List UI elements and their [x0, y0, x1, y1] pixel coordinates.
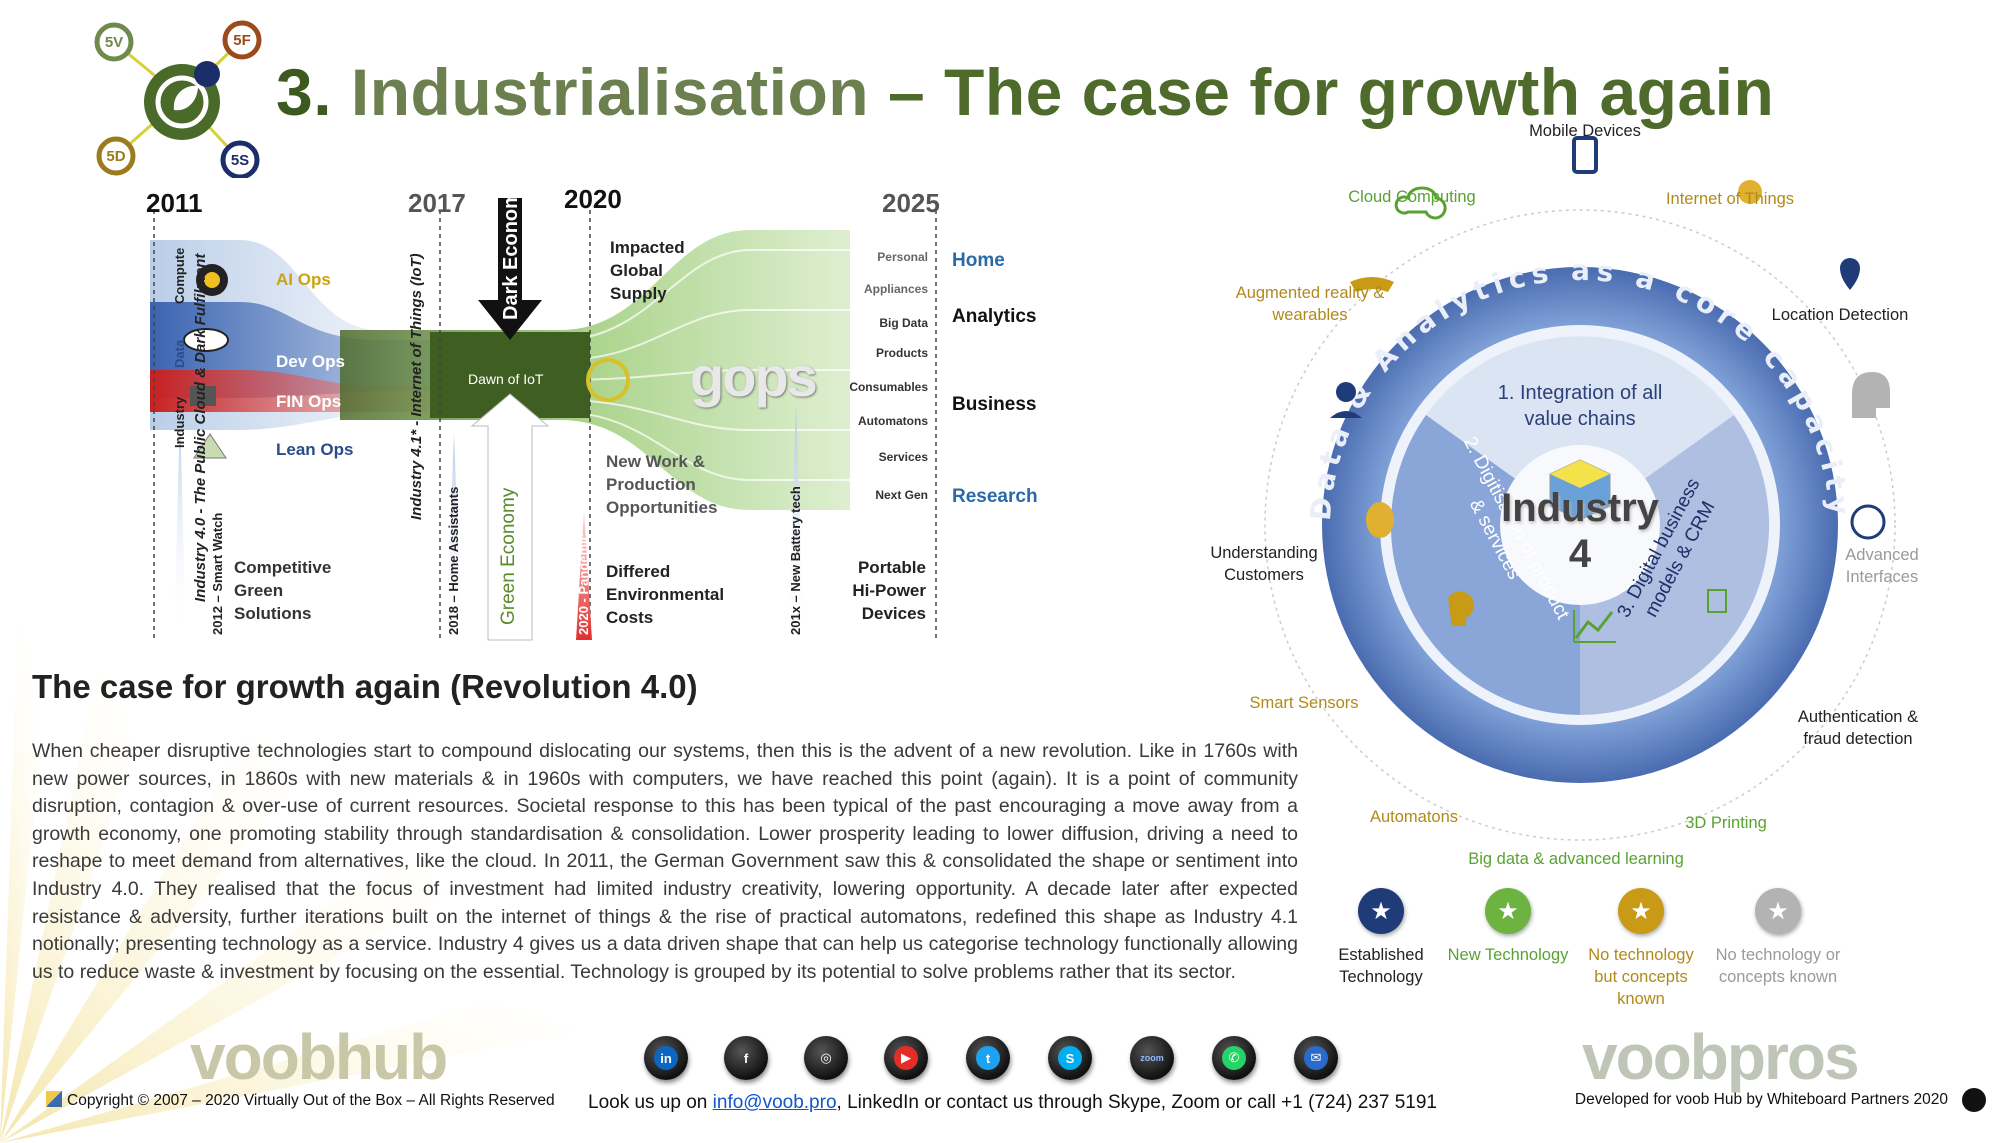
legend-established: ★ Established Technology	[1316, 888, 1446, 988]
voob-logo: 5V 5F 5D 5S	[94, 20, 262, 178]
label-dark-economy: Dark Economy	[500, 179, 522, 320]
label-green-economy: Green Economy	[498, 487, 519, 625]
year-2017: 2017	[408, 188, 466, 218]
email-link[interactable]: info@voob.pro	[712, 1092, 837, 1113]
stream-consumables: Consumables	[849, 380, 928, 394]
node-big-data: Big data & advanced learning	[1468, 850, 1684, 868]
tag-compute: Compute	[172, 247, 187, 304]
stream-automatons: Automatons	[858, 414, 928, 428]
instagram-icon[interactable]: ◎	[804, 1036, 848, 1080]
node-authentication: Authentication & fraud detection	[1797, 708, 1919, 748]
tag-industry: Industry	[172, 396, 187, 448]
dawn-of-iot: Dawn of IoT	[468, 371, 544, 387]
node-understanding-customers: Understanding Customers	[1210, 544, 1318, 584]
label-smart-watch: 2012 – Smart Watch	[210, 512, 225, 635]
skype-icon[interactable]: S	[1048, 1036, 1092, 1080]
contact-line: Look us up on info@voob.pro, LinkedIn or…	[588, 1092, 1437, 1113]
differed-costs: Differed Environmental Costs	[606, 562, 725, 627]
section-body: When cheaper disruptive technologies sta…	[32, 740, 1298, 983]
star-icon: ★	[1755, 888, 1801, 934]
category-analytics: Analytics	[952, 306, 1037, 327]
legend-concepts-known: ★ No technology but concepts known	[1576, 888, 1706, 1010]
voobhub-brand: voobhub	[190, 1021, 448, 1093]
title-number: 3.	[276, 55, 333, 129]
competitive-green-solutions: Competitive Green Solutions	[234, 558, 332, 623]
industrialisation-timeline: 2011 2017 2020 2025 AI Ops Dev Ops FIN O…	[146, 180, 1050, 650]
category-home: Home	[952, 250, 1005, 271]
node-cloud-computing: Cloud Computing	[1348, 188, 1476, 206]
node-augmented-reality: Augmented reality & wearables	[1235, 284, 1385, 324]
ops-ai: AI Ops	[276, 270, 331, 289]
title-tail: – The case for growth again	[887, 55, 1775, 129]
badge-5s: 5S	[231, 152, 249, 169]
linkedin-icon[interactable]: in	[644, 1036, 688, 1080]
cube-icon	[46, 1091, 62, 1107]
legend-unknown: ★ No technology or concepts known	[1713, 888, 1843, 988]
copyright: Copyright © 2007 – 2020 Virtually Out of…	[46, 1091, 555, 1110]
category-research: Research	[952, 486, 1038, 507]
wheel-graphic: Data & Analytics as a core capacity	[1264, 136, 1896, 841]
node-smart-sensors: Smart Sensors	[1249, 694, 1359, 712]
label-public-cloud: Industry 4.0 - The Public Cloud & Dark F…	[192, 253, 209, 602]
badge-5v: 5V	[105, 34, 123, 51]
year-2020: 2020	[564, 184, 622, 214]
black-circle-icon	[1962, 1088, 1986, 1112]
node-3d-printing: 3D Printing	[1685, 814, 1767, 832]
node-internet-of-things: Internet of Things	[1665, 190, 1795, 208]
stream-next-gen: Next Gen	[875, 488, 928, 502]
ops-dev: Dev Ops	[276, 352, 345, 371]
year-2011: 2011	[146, 188, 203, 218]
badge-5f: 5F	[233, 32, 251, 49]
twitter-icon[interactable]: t	[966, 1036, 1010, 1080]
year-2025: 2025	[882, 188, 940, 218]
youtube-icon[interactable]: ▶	[884, 1036, 928, 1080]
badge-5d: 5D	[106, 148, 125, 165]
new-work-opportunities: New Work & Production Opportunities	[606, 452, 718, 517]
star-icon: ★	[1485, 888, 1531, 934]
node-automatons: Automatons	[1369, 808, 1459, 826]
label-battery: 201x – New Battery tech	[788, 486, 803, 635]
center-title: Industry	[1501, 486, 1659, 530]
stream-services: Services	[878, 450, 928, 464]
industry-4-wheel: Data & Analytics as a core capacity 1. I…	[1180, 122, 2000, 900]
ops-lean: Lean Ops	[276, 440, 354, 459]
label-pandemic: 2020 - Pandemic	[576, 533, 591, 635]
impacted-global-supply: Impacted Global Supply	[610, 238, 685, 303]
phone-icon[interactable]: ✆	[1212, 1036, 1256, 1080]
title-main: Industrialisation	[350, 55, 870, 129]
stream-big-data: Big Data	[879, 316, 928, 330]
label-home-assistants: 2018 – Home Assistants	[446, 486, 461, 635]
star-icon: ★	[1358, 888, 1404, 934]
node-advanced-interfaces: Advanced Interfaces	[1845, 546, 1919, 586]
node-mobile-devices: Mobile Devices	[1529, 122, 1641, 140]
category-business: Business	[952, 394, 1037, 415]
page-title: 3. Industrialisation – The case for grow…	[276, 54, 1774, 130]
facebook-icon[interactable]: f	[724, 1036, 768, 1080]
credit: Developed for voob Hub by Whiteboard Par…	[1574, 1091, 1948, 1108]
label-iot: Industry 4.1* - Internet of Things (IoT)	[408, 253, 425, 520]
stream-personal: Personal	[877, 250, 928, 264]
node-location-detection: Location Detection	[1771, 306, 1909, 324]
segment-integration: 1. Integration of all value chains	[1497, 382, 1663, 430]
stream-products: Products	[875, 346, 928, 360]
star-icon: ★	[1618, 888, 1664, 934]
legend-new: ★ New Technology	[1443, 888, 1573, 966]
zoom-icon[interactable]: zoom	[1130, 1036, 1174, 1080]
tag-data: Data	[172, 339, 187, 368]
timeline-streams	[150, 198, 937, 641]
center-number: 4	[1568, 532, 1592, 576]
gops-wordmark: gops	[690, 345, 818, 408]
voobpros-brand: voobpros	[1582, 1021, 1860, 1093]
stream-appliances: Appliances	[863, 282, 928, 296]
portable-devices: Portable Hi-Power Devices	[852, 558, 926, 623]
section-heading: The case for growth again (Revolution 4.…	[32, 668, 698, 705]
ops-fin: FIN Ops	[276, 392, 342, 411]
sunburst-background	[0, 560, 740, 1143]
email-icon[interactable]: ✉	[1294, 1036, 1338, 1080]
